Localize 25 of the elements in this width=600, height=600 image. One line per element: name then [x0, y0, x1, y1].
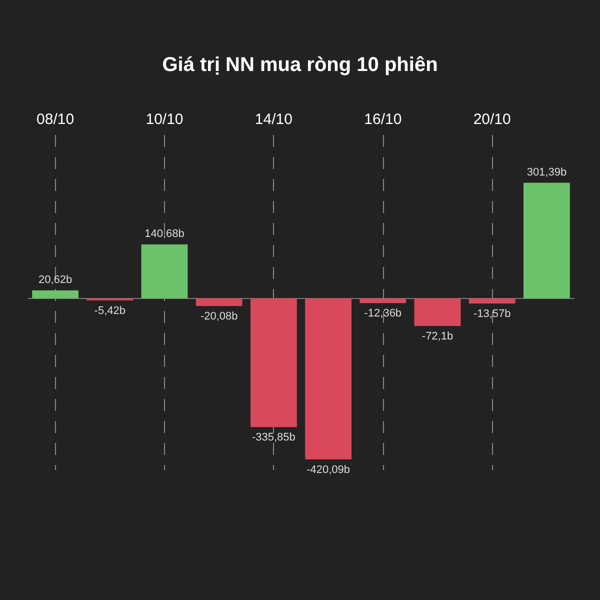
data-label: -72,1b [422, 330, 454, 342]
x-tick-label: 10/10 [146, 111, 184, 128]
bar [196, 298, 242, 306]
data-label: -5,42b [94, 304, 126, 317]
bar [523, 182, 570, 298]
data-label: 301,39b [526, 166, 567, 178]
data-label: 20,62b [38, 274, 72, 286]
bar [360, 298, 406, 304]
data-label: -420,09b [306, 464, 350, 476]
bar [250, 298, 297, 428]
chart-title: Giá trị NN mua ròng 10 phiên [162, 54, 438, 76]
x-tick-label: 20/10 [473, 111, 511, 128]
bar [305, 298, 352, 460]
x-tick-label: 08/10 [36, 111, 74, 128]
data-label: -335,85b [252, 432, 296, 444]
x-tick-label: 14/10 [254, 111, 292, 128]
x-tick-label: 16/10 [364, 111, 402, 128]
data-label: -12,36b [364, 308, 402, 320]
bar [414, 298, 461, 326]
bar [468, 298, 516, 304]
bar [32, 290, 79, 298]
bar [141, 244, 188, 298]
data-label: -13,57b [473, 308, 511, 320]
data-label: -20,08b [200, 310, 238, 323]
data-label: 140,68b [144, 228, 184, 240]
